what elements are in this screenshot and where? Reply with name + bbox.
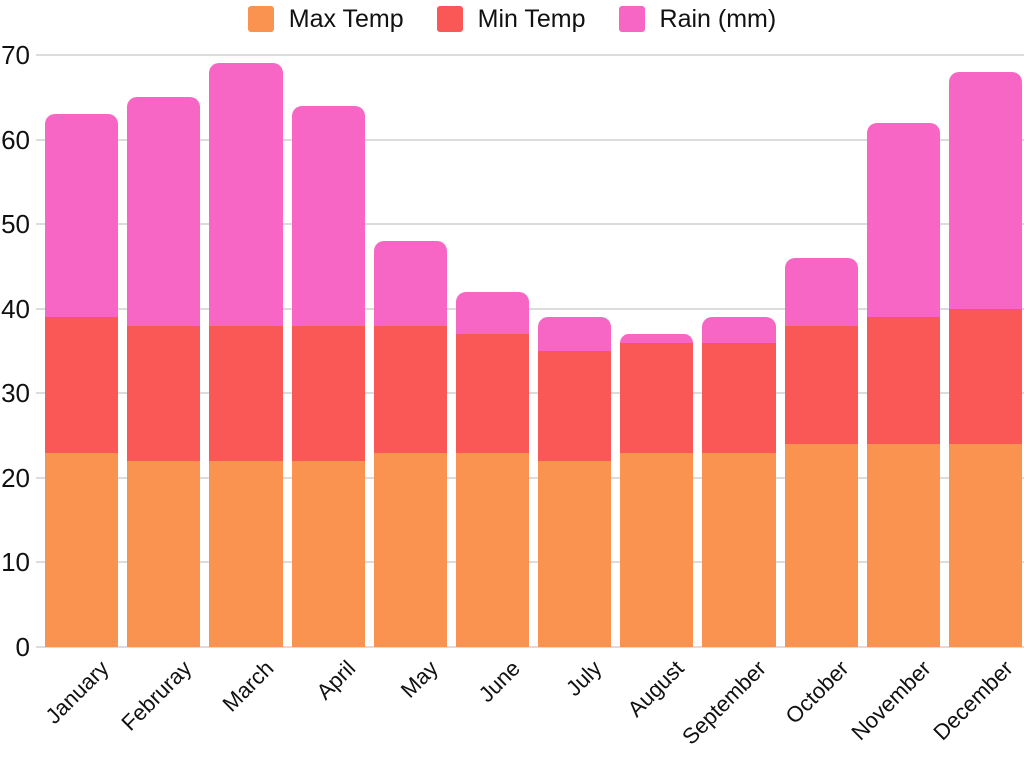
- y-axis-tick-label: 20: [1, 462, 30, 493]
- bar-segment-july-rain-mm: [538, 317, 612, 352]
- gridline-10: [36, 561, 1024, 564]
- bar-segment-september-rain-mm: [702, 317, 776, 343]
- y-axis-tick-label: 10: [1, 547, 30, 578]
- bar-segment-april-min-temp: [291, 325, 365, 461]
- bar-segment-march-min-temp: [209, 325, 283, 461]
- legend-item-max-temp: Max Temp: [247, 4, 404, 33]
- legend-label: Min Temp: [477, 4, 586, 33]
- gridline-20: [36, 476, 1024, 479]
- chart-legend: Max Temp Min Temp Rain (mm): [0, 3, 1024, 35]
- bar-segment-may-min-temp: [373, 325, 447, 453]
- bar-segment-june-min-temp: [455, 334, 530, 453]
- legend-label: Rain (mm): [659, 4, 777, 33]
- gridline-40: [36, 307, 1024, 310]
- bar-segment-january-max-temp: [45, 452, 119, 647]
- gridline-50: [36, 223, 1024, 226]
- x-axis-label-april: April: [311, 655, 361, 705]
- bar-november: [866, 122, 940, 647]
- bar-segment-june-rain-mm: [455, 291, 530, 335]
- bar-segment-september-min-temp: [702, 342, 776, 453]
- legend-swatch-max-temp: [247, 6, 274, 32]
- bar-july: [538, 317, 612, 647]
- x-axis-label-december: December: [928, 655, 1018, 746]
- bar-segment-october-rain-mm: [784, 257, 858, 326]
- bar-april: [291, 105, 365, 647]
- bar-june: [455, 291, 530, 647]
- x-axis-label-september: September: [677, 655, 772, 750]
- bar-segment-october-min-temp: [784, 325, 858, 444]
- bar-segment-april-rain-mm: [291, 105, 365, 326]
- bar-segment-august-max-temp: [620, 452, 694, 647]
- gridline-30: [36, 392, 1024, 395]
- bar-segment-may-rain-mm: [373, 241, 447, 326]
- bar-march: [209, 63, 283, 647]
- bar-segment-februray-max-temp: [127, 460, 201, 647]
- legend-item-rain-mm: Rain (mm): [618, 4, 777, 33]
- x-axis-label-october: October: [780, 655, 854, 729]
- bar-segment-march-rain-mm: [209, 63, 283, 326]
- x-axis-label-july: July: [561, 655, 607, 701]
- legend-swatch-min-temp: [436, 6, 463, 32]
- bar-august: [620, 334, 694, 647]
- bar-segment-august-rain-mm: [620, 334, 694, 343]
- x-axis-label-februray: Februray: [116, 655, 197, 736]
- y-axis-tick-label: 60: [1, 124, 30, 155]
- y-axis-tick-label: 0: [15, 632, 30, 662]
- x-axis-label-august: August: [622, 655, 690, 722]
- x-axis-label-may: May: [395, 655, 443, 703]
- bar-segment-december-min-temp: [948, 308, 1023, 444]
- bar-segment-februray-rain-mm: [127, 97, 201, 326]
- bar-december: [948, 71, 1023, 647]
- bar-segment-februray-min-temp: [127, 325, 201, 461]
- gridline-60: [36, 138, 1024, 141]
- bar-segment-july-max-temp: [538, 460, 612, 647]
- bar-may: [373, 241, 447, 647]
- bar-january: [45, 114, 119, 647]
- bar-segment-november-min-temp: [866, 317, 940, 444]
- bar-segment-november-max-temp: [866, 444, 940, 647]
- bar-segment-january-rain-mm: [45, 114, 119, 318]
- bar-september: [702, 317, 776, 647]
- bar-segment-august-min-temp: [620, 342, 694, 453]
- bar-segment-december-rain-mm: [948, 71, 1023, 309]
- bar-segment-march-max-temp: [209, 460, 283, 647]
- legend-label: Max Temp: [288, 4, 404, 33]
- y-axis-tick-label: 70: [1, 40, 30, 70]
- bar-segment-december-max-temp: [948, 444, 1023, 647]
- y-axis-tick-label: 40: [1, 293, 30, 324]
- bar-october: [784, 257, 858, 647]
- bar-segment-july-min-temp: [538, 351, 612, 461]
- bar-februray: [127, 97, 201, 647]
- y-axis-tick-label: 30: [1, 378, 30, 409]
- x-axis-label-november: November: [846, 655, 936, 746]
- x-axis-label-january: January: [40, 655, 114, 729]
- bar-segment-april-max-temp: [291, 460, 365, 647]
- bar-segment-november-rain-mm: [866, 122, 940, 318]
- bar-segment-january-min-temp: [45, 317, 119, 453]
- plot-area: [45, 55, 1023, 647]
- gridline-70: [36, 54, 1024, 56]
- bar-segment-may-max-temp: [373, 452, 447, 647]
- bar-segment-october-max-temp: [784, 444, 858, 647]
- x-axis-label-march: March: [217, 655, 279, 717]
- x-axis-label-june: June: [473, 655, 525, 708]
- bar-segment-june-max-temp: [455, 452, 530, 647]
- bar-segment-september-max-temp: [702, 452, 776, 647]
- gridline-0: [36, 646, 1024, 648]
- legend-item-min-temp: Min Temp: [436, 4, 586, 33]
- legend-swatch-rain-mm: [618, 6, 645, 32]
- y-axis-tick-label: 50: [1, 209, 30, 240]
